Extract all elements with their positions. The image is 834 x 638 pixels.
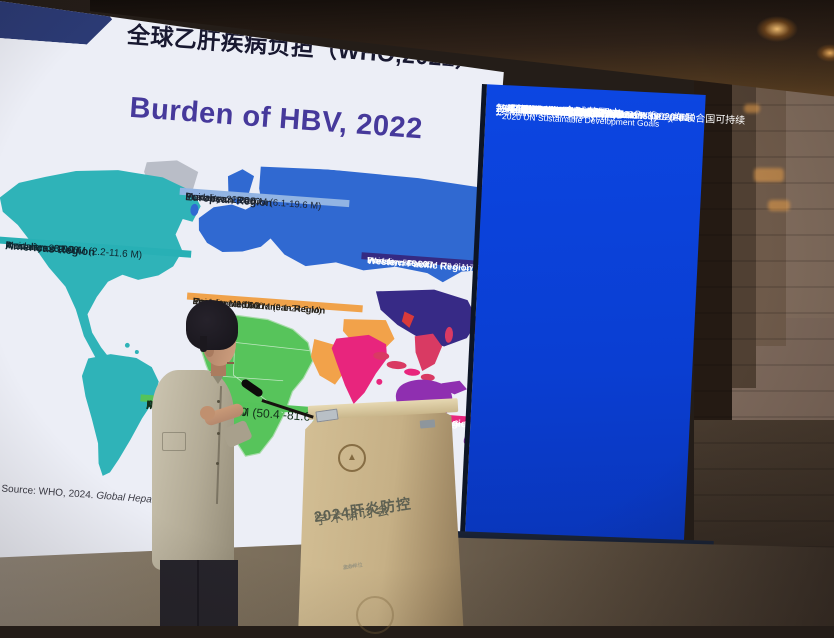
- presenter-shirt-pocket: [162, 432, 186, 451]
- map-south-america: [81, 354, 159, 476]
- conference-logo-emblem: ▲: [338, 444, 366, 472]
- map-sri-lanka: [376, 378, 383, 385]
- wall-panel-step: [786, 58, 834, 318]
- map-europe: [198, 202, 281, 252]
- presenter-mouth: [227, 362, 234, 364]
- map-indonesia-island: [420, 373, 435, 381]
- map-india: [331, 334, 388, 405]
- map-indonesia-island: [404, 368, 421, 376]
- map-korea: [401, 311, 415, 328]
- presenter-trouser-crease: [197, 560, 199, 626]
- wall-light-reflection: [768, 200, 790, 211]
- source-prefix: Source: WHO, 2024.: [1, 483, 97, 502]
- shirt-button: [217, 432, 220, 435]
- presenter-hand: [200, 406, 215, 420]
- led-stats-panel: Globally,全球范围内 254 million persons with …: [459, 84, 745, 557]
- presenter-hair: [186, 300, 238, 350]
- wall-slats-texture: [694, 0, 834, 626]
- presenter-shirt: [152, 370, 234, 570]
- presenter-sideburn: [200, 336, 207, 352]
- source-note: Source: WHO, 2024. Global Hepatit: [1, 483, 160, 506]
- map-caribbean-island: [134, 349, 139, 354]
- map-indonesia-island: [386, 360, 407, 370]
- map-southeast-asia-mainland: [414, 333, 443, 371]
- slide-title-english: Burden of HBV, 2022: [128, 91, 424, 146]
- source-title-italic: Global Hepatit: [95, 490, 160, 507]
- wall-light-reflection: [744, 104, 760, 113]
- map-caribbean-island: [124, 342, 130, 348]
- shirt-button: [216, 462, 219, 465]
- ceiling-recessed-light: [816, 44, 834, 62]
- podium-plaque: [419, 419, 436, 429]
- map-british-isles: [190, 203, 199, 216]
- shirt-button: [217, 400, 220, 403]
- map-philippines: [444, 326, 453, 343]
- map-north-america: [0, 170, 201, 372]
- wall-light-reflection: [754, 168, 784, 182]
- podium-faint-emblem: [356, 596, 394, 634]
- map-indonesia-island: [373, 351, 390, 360]
- presenter-ear: [205, 344, 214, 357]
- map-russia-asia: [259, 166, 496, 283]
- presenter-trousers: [160, 560, 238, 626]
- ceiling-recessed-light: [756, 16, 798, 42]
- podium: [298, 404, 464, 626]
